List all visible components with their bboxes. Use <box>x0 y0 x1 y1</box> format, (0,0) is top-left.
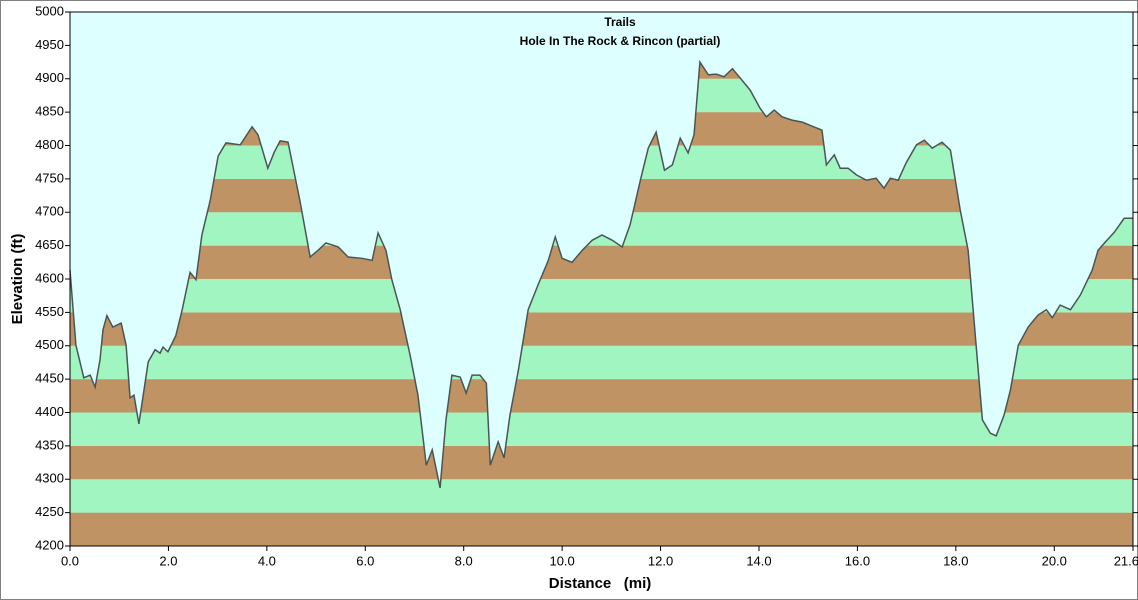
y-axis-title: Elevation (ft) <box>9 234 26 325</box>
elevation-band <box>70 312 1133 346</box>
elevation-band <box>70 479 1133 513</box>
y-tick-label: 4550 <box>35 304 64 319</box>
elevation-band <box>70 445 1133 480</box>
y-tick-label: 4500 <box>35 337 64 352</box>
y-tick-label: 4350 <box>35 437 64 452</box>
elevation-band <box>70 379 1133 413</box>
x-tick-label: 4.0 <box>258 553 276 568</box>
y-tick-label: 4850 <box>35 104 64 119</box>
y-tick-label: 4600 <box>35 270 64 285</box>
x-tick-label: 21.6 <box>1114 553 1138 568</box>
elevation-band <box>70 412 1133 446</box>
elevation-band <box>70 512 1133 546</box>
y-tick-label: 4250 <box>35 504 64 519</box>
y-tick-label: 4800 <box>35 137 64 152</box>
y-tick-label: 4700 <box>35 204 64 219</box>
y-tick-label: 4950 <box>35 37 64 52</box>
x-tick-label: 20.0 <box>1042 553 1067 568</box>
elevation-band <box>70 345 1133 380</box>
elevation-band <box>70 245 1133 279</box>
chart-title: Trails <box>604 15 636 29</box>
x-tick-label: 10.0 <box>549 553 574 568</box>
y-tick-label: 4900 <box>35 70 64 85</box>
x-tick-label: 6.0 <box>356 553 374 568</box>
elevation-line <box>69 59 1133 489</box>
elevation-band <box>70 279 1133 313</box>
x-tick-label: 0.0 <box>61 553 79 568</box>
x-tick-label: 14.0 <box>746 553 771 568</box>
x-tick-label: 2.0 <box>159 553 177 568</box>
y-tick-label: 4300 <box>35 471 64 486</box>
x-tick-label: 12.0 <box>648 553 673 568</box>
y-tick-label: 4650 <box>35 237 64 252</box>
x-tick-label: 16.0 <box>845 553 870 568</box>
chart-subtitle: Hole In The Rock & Rincon (partial) <box>520 34 721 48</box>
y-tick-label: 4750 <box>35 170 64 185</box>
y-tick-label: 4200 <box>35 537 64 552</box>
y-tick-label: 5000 <box>35 3 64 18</box>
y-tick-label: 4450 <box>35 371 64 386</box>
x-axis-title: Distance (mi) <box>549 575 652 592</box>
x-tick-label: 18.0 <box>943 553 968 568</box>
y-tick-label: 4400 <box>35 404 64 419</box>
x-tick-label: 8.0 <box>455 553 473 568</box>
